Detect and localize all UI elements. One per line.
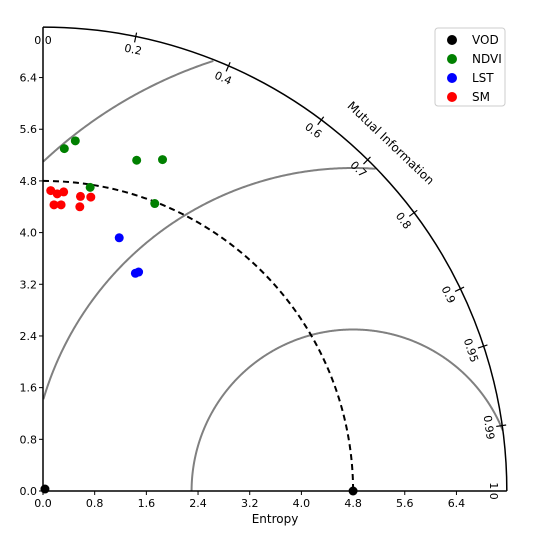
correlation-ticks: 0.00.20.40.60.70.80.90.950.991.0	[34, 32, 507, 500]
legend-marker-vod	[447, 35, 457, 45]
corr-tick-label: 0.95	[461, 337, 481, 364]
point-vod	[348, 486, 358, 496]
x-tick-label: 5.6	[396, 497, 414, 510]
point-ndvi	[150, 199, 160, 209]
y-tick-label: 4.8	[20, 175, 38, 188]
x-tick-label: 2.4	[189, 497, 207, 510]
point-lst	[114, 233, 124, 243]
point-sm	[75, 202, 85, 212]
corr-tick-label: 0.0	[34, 34, 52, 47]
point-ndvi	[132, 155, 142, 165]
corr-tick-mark	[363, 156, 371, 165]
legend-label-lst: LST	[472, 71, 494, 85]
corr-tick-mark	[225, 61, 231, 72]
reference-arc-line	[42, 179, 355, 492]
x-tick-label: 0.8	[86, 497, 104, 510]
corr-tick-mark	[408, 209, 418, 217]
outer-arc-line	[42, 26, 508, 492]
point-ndvi	[85, 182, 95, 192]
y-tick-label: 6.4	[20, 72, 38, 85]
reference-arc	[42, 179, 355, 492]
corr-tick-label: 0.4	[212, 69, 233, 88]
point-sm	[86, 192, 96, 202]
point-ndvi	[59, 144, 69, 154]
y-tick-label: 1.6	[20, 382, 38, 395]
x-tick-label: 0.0	[34, 497, 52, 510]
corr-tick-label: 0.2	[123, 42, 143, 58]
axes: 0.0 0.8 1.6 2.4 3.2 4.0 4.8 5.6 6.4 0.0 0.8 1.6 2.4 3…	[20, 27, 507, 510]
x-tick-label: 4.0	[293, 497, 311, 510]
corr-tick-mark	[133, 32, 138, 43]
point-sm	[56, 200, 66, 210]
legend-label-ndvi: NDVI	[472, 52, 502, 66]
x-tick-label: 4.8	[344, 497, 362, 510]
point-vod	[40, 484, 50, 494]
corr-tick-mark	[454, 286, 465, 292]
y-tick-label: 0.0	[20, 485, 38, 498]
corr-tick-mark	[477, 344, 488, 349]
corr-tick-label: 0.99	[481, 414, 497, 440]
rms-contour-0	[190, 328, 504, 491]
legend-marker-ndvi	[447, 54, 457, 64]
point-sm	[75, 191, 85, 201]
point-ndvi	[158, 155, 168, 165]
y-tick-label: 3.2	[20, 278, 38, 291]
legend-label-vod: VOD	[472, 33, 499, 47]
corr-tick-label: 1.0	[487, 482, 500, 500]
legend-label-sm: SM	[472, 90, 490, 104]
y-tick-label: 0.8	[20, 433, 38, 446]
outer-arc	[42, 26, 508, 492]
corr-tick-mark	[496, 424, 507, 428]
point-ndvi	[70, 136, 80, 146]
y-tick-label: 4.0	[20, 227, 38, 240]
point-lst	[134, 267, 144, 277]
point-sm	[59, 187, 69, 197]
rms-contours	[42, 59, 504, 491]
y-tick-label: 2.4	[20, 330, 38, 343]
corr-tick-label: 0.6	[302, 120, 324, 141]
x-tick-label: 1.6	[138, 497, 156, 510]
x-tick-label: 6.4	[448, 497, 466, 510]
legend-marker-lst	[447, 73, 457, 83]
y-tick-label: 5.6	[20, 123, 38, 136]
rms-contour-1	[42, 167, 376, 400]
corr-tick-mark	[317, 116, 325, 126]
legend: VOD NDVI LST SM	[434, 27, 506, 107]
corr-tick-label: 0.8	[393, 210, 414, 232]
x-axis-title: Entropy	[252, 512, 299, 526]
point-sm	[49, 200, 59, 210]
x-tick-label: 3.2	[241, 497, 259, 510]
legend-marker-sm	[447, 92, 457, 102]
corr-tick-label: 0.9	[439, 284, 458, 305]
rms-contour-2	[42, 59, 214, 163]
legend-box	[434, 27, 506, 107]
data-points	[40, 136, 358, 496]
